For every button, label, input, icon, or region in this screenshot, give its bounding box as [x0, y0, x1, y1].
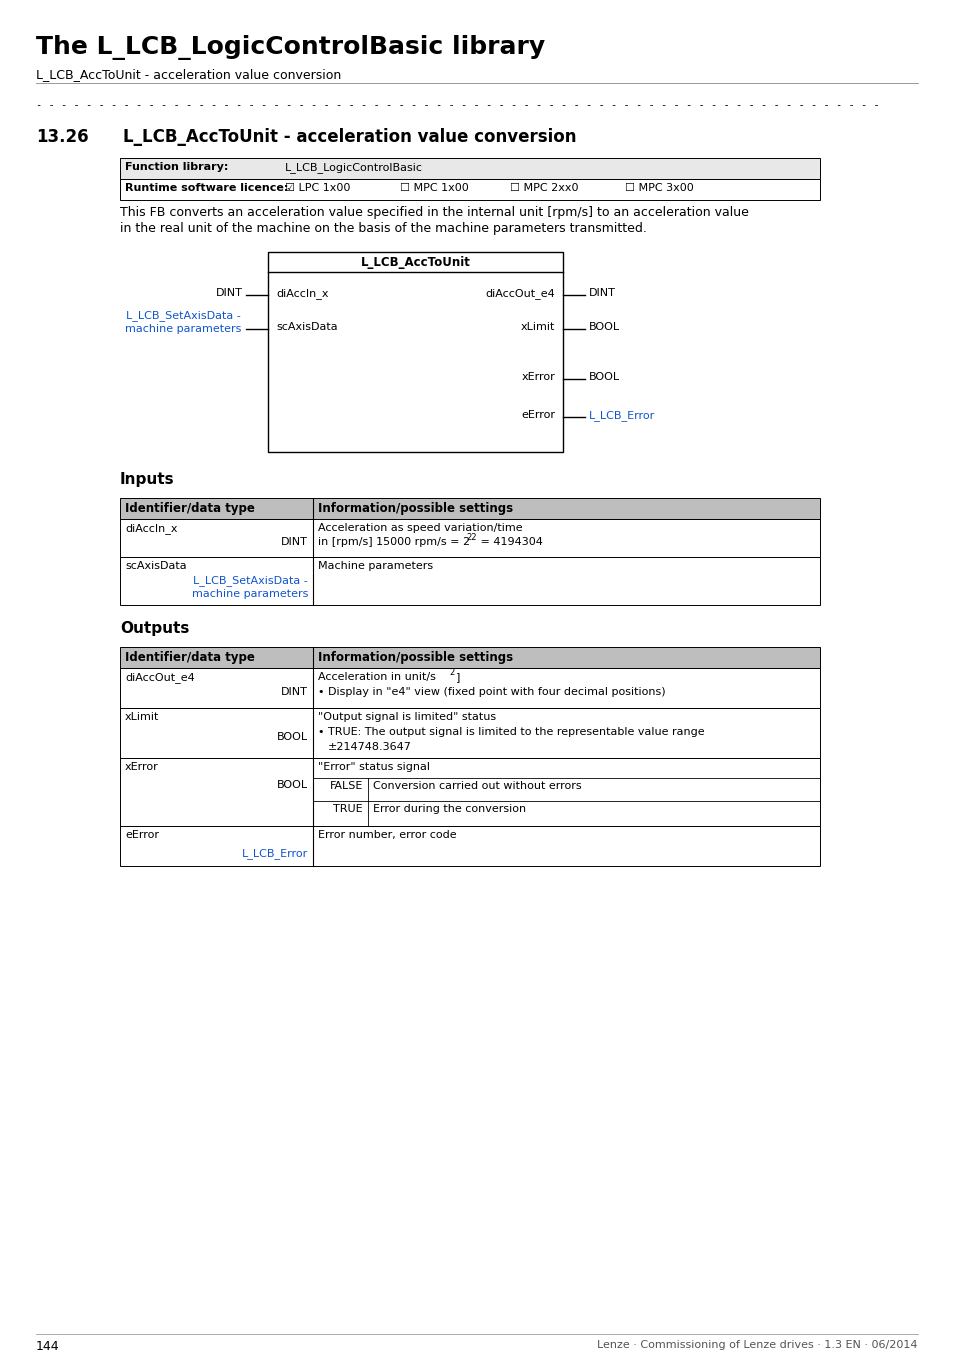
Text: 13.26: 13.26 — [36, 128, 89, 146]
Bar — [120, 757, 820, 826]
Text: Function library:: Function library: — [125, 162, 228, 171]
Text: xLimit: xLimit — [125, 711, 159, 722]
Text: DINT: DINT — [588, 288, 616, 298]
Bar — [120, 518, 820, 558]
Text: FALSE: FALSE — [330, 782, 363, 791]
Text: Error during the conversion: Error during the conversion — [373, 805, 525, 814]
Bar — [120, 647, 820, 668]
Text: ±214748.3647: ±214748.3647 — [328, 743, 412, 752]
Text: in [rpm/s] 15000 rpm/s = 2: in [rpm/s] 15000 rpm/s = 2 — [317, 537, 470, 547]
Text: L_LCB_Error: L_LCB_Error — [241, 848, 308, 859]
Text: scAxisData: scAxisData — [125, 562, 187, 571]
Text: Outputs: Outputs — [120, 621, 190, 636]
Text: TRUE: TRUE — [333, 805, 363, 814]
Text: diAccOut_e4: diAccOut_e4 — [125, 672, 194, 683]
Text: Information/possible settings: Information/possible settings — [317, 651, 513, 664]
Text: L_LCB_AccToUnit - acceleration value conversion: L_LCB_AccToUnit - acceleration value con… — [36, 68, 341, 81]
Text: Runtime software licence:: Runtime software licence: — [125, 184, 288, 193]
Text: DINT: DINT — [281, 687, 308, 697]
Bar — [120, 668, 820, 707]
Text: Acceleration as speed variation/time: Acceleration as speed variation/time — [317, 522, 522, 533]
Text: - - - - - - - - - - - - - - - - - - - - - - - - - - - - - - - - - - - - - - - - : - - - - - - - - - - - - - - - - - - - - … — [36, 100, 885, 109]
Text: diAccOut_e4: diAccOut_e4 — [485, 288, 555, 298]
Text: BOOL: BOOL — [276, 732, 308, 742]
Text: Identifier/data type: Identifier/data type — [125, 502, 254, 514]
Text: L_LCB_Error: L_LCB_Error — [588, 410, 655, 421]
Text: = 4194304: = 4194304 — [476, 537, 542, 547]
Text: machine parameters: machine parameters — [125, 324, 241, 333]
Text: Conversion carried out without errors: Conversion carried out without errors — [373, 782, 581, 791]
Text: scAxisData: scAxisData — [275, 323, 337, 332]
Text: eError: eError — [125, 830, 159, 840]
Text: ]: ] — [456, 672, 460, 682]
Text: • Display in "e4" view (fixed point with four decimal positions): • Display in "e4" view (fixed point with… — [317, 687, 665, 697]
Bar — [120, 558, 820, 605]
Text: xLimit: xLimit — [520, 323, 555, 332]
Bar — [120, 826, 820, 865]
Text: ☐ MPC 1x00: ☐ MPC 1x00 — [399, 184, 468, 193]
Text: 22: 22 — [465, 533, 476, 541]
Text: Identifier/data type: Identifier/data type — [125, 651, 254, 664]
Text: Machine parameters: Machine parameters — [317, 562, 433, 571]
Text: DINT: DINT — [216, 288, 243, 298]
Text: BOOL: BOOL — [588, 373, 619, 382]
Text: DINT: DINT — [281, 537, 308, 547]
Text: L_LCB_AccToUnit - acceleration value conversion: L_LCB_AccToUnit - acceleration value con… — [123, 128, 576, 146]
Text: "Output signal is limited" status: "Output signal is limited" status — [317, 711, 496, 722]
Text: Acceleration in unit/s: Acceleration in unit/s — [317, 672, 436, 682]
Text: L_LCB_AccToUnit: L_LCB_AccToUnit — [360, 256, 470, 269]
Text: L_LCB_SetAxisData -: L_LCB_SetAxisData - — [193, 575, 308, 586]
Text: Error number, error code: Error number, error code — [317, 830, 456, 840]
Text: machine parameters: machine parameters — [192, 589, 308, 599]
Text: L_LCB_LogicControlBasic: L_LCB_LogicControlBasic — [285, 162, 422, 173]
Text: BOOL: BOOL — [588, 323, 619, 332]
Text: BOOL: BOOL — [276, 780, 308, 790]
Bar — [120, 180, 820, 200]
Text: The L_LCB_LogicControlBasic library: The L_LCB_LogicControlBasic library — [36, 35, 544, 59]
Bar — [268, 252, 562, 452]
Bar — [120, 498, 820, 518]
Text: Lenze · Commissioning of Lenze drives · 1.3 EN · 06/2014: Lenze · Commissioning of Lenze drives · … — [597, 1341, 917, 1350]
Text: • TRUE: The output signal is limited to the representable value range: • TRUE: The output signal is limited to … — [317, 728, 704, 737]
Text: L_LCB_SetAxisData -: L_LCB_SetAxisData - — [126, 310, 241, 321]
Text: diAccIn_x: diAccIn_x — [275, 288, 328, 298]
Text: xError: xError — [125, 761, 158, 772]
Text: ☐ MPC 3x00: ☐ MPC 3x00 — [624, 184, 693, 193]
Text: diAccIn_x: diAccIn_x — [125, 522, 177, 533]
Text: in the real unit of the machine on the basis of the machine parameters transmitt: in the real unit of the machine on the b… — [120, 221, 646, 235]
Text: 144: 144 — [36, 1341, 59, 1350]
Text: eError: eError — [520, 410, 555, 420]
Text: This FB converts an acceleration value specified in the internal unit [rpm/s] to: This FB converts an acceleration value s… — [120, 207, 748, 219]
Bar — [120, 158, 820, 180]
Text: "Error" status signal: "Error" status signal — [317, 761, 430, 772]
Text: 2: 2 — [449, 668, 454, 676]
Text: ☑ LPC 1x00: ☑ LPC 1x00 — [285, 184, 350, 193]
Text: Inputs: Inputs — [120, 472, 174, 487]
Bar — [120, 707, 820, 757]
Text: xError: xError — [520, 373, 555, 382]
Text: Information/possible settings: Information/possible settings — [317, 502, 513, 514]
Text: ☐ MPC 2xx0: ☐ MPC 2xx0 — [510, 184, 578, 193]
